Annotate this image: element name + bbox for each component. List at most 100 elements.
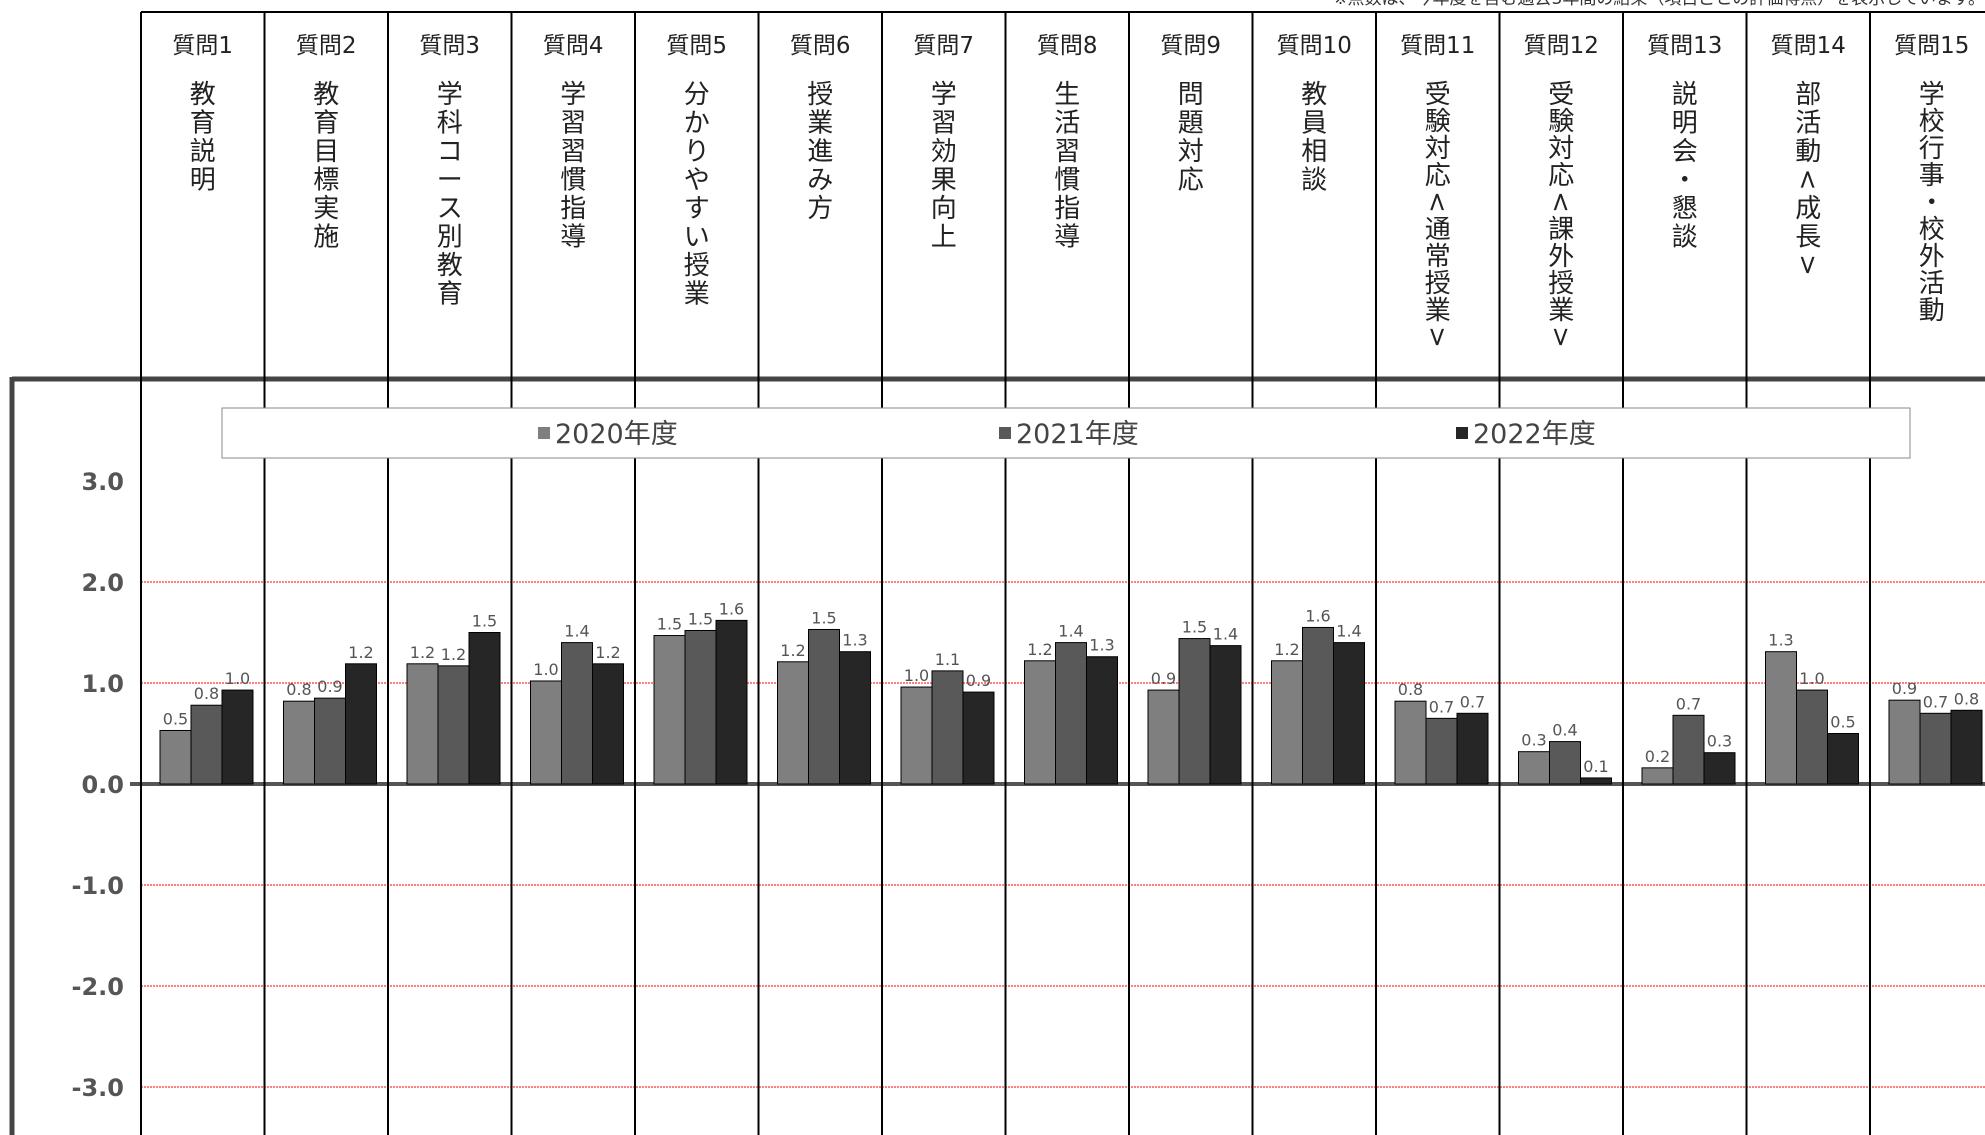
data-label: 1.2	[441, 645, 466, 664]
legend-swatch	[538, 427, 550, 439]
data-label: 0.7	[1923, 692, 1948, 711]
svg-text:学: 学	[1919, 80, 1945, 110]
svg-text:応: 応	[1425, 161, 1451, 191]
bar	[561, 642, 593, 785]
y-tick-label: 1.0	[81, 670, 124, 698]
bar	[1672, 714, 1705, 785]
data-label: 1.4	[1213, 625, 1238, 644]
svg-text:習: 習	[560, 137, 586, 167]
svg-text:学: 学	[560, 80, 586, 110]
svg-text:長: 長	[1795, 223, 1821, 253]
svg-text:生: 生	[1054, 80, 1080, 110]
bar	[715, 619, 748, 785]
svg-text:常: 常	[1425, 242, 1451, 272]
data-label: 0.2	[1645, 747, 1670, 766]
bar	[406, 663, 439, 785]
bar	[1209, 645, 1242, 785]
svg-text:校: 校	[1919, 107, 1945, 137]
svg-text:外: 外	[1548, 242, 1574, 272]
bar	[1425, 717, 1458, 785]
svg-text:説: 説	[190, 137, 216, 167]
svg-text:活: 活	[1795, 109, 1821, 139]
data-label: 1.0	[225, 669, 250, 688]
bar	[1518, 751, 1550, 785]
svg-text:応: 応	[1548, 161, 1574, 191]
data-label: 1.5	[1182, 618, 1207, 637]
svg-text:育: 育	[313, 109, 339, 139]
svg-text:果: 果	[931, 166, 957, 196]
legend-box	[221, 407, 1911, 459]
svg-text:対: 対	[1178, 137, 1204, 167]
svg-text:明: 明	[190, 166, 216, 196]
data-label: 1.5	[472, 612, 497, 631]
bar	[1703, 752, 1736, 785]
bar	[1888, 699, 1921, 785]
svg-text:標: 標	[313, 166, 339, 196]
data-label: 0.5	[1830, 713, 1855, 732]
svg-text:活: 活	[1919, 269, 1945, 299]
bar	[962, 691, 995, 785]
data-label: 0.9	[966, 671, 991, 690]
svg-text:会: 会	[1672, 137, 1698, 167]
svg-text:効: 効	[931, 137, 957, 167]
bar	[1641, 767, 1674, 785]
svg-text:授: 授	[1548, 269, 1574, 299]
svg-text:・: ・	[1919, 188, 1945, 218]
svg-text:員: 員	[1301, 109, 1327, 139]
data-label: 1.1	[935, 650, 960, 669]
svg-text:動: 動	[1795, 137, 1821, 167]
data-label: 1.4	[1336, 622, 1361, 641]
svg-text:・: ・	[1672, 166, 1698, 196]
svg-text:ス: ス	[437, 194, 463, 224]
svg-text:育: 育	[437, 280, 463, 310]
bar	[1827, 733, 1859, 785]
svg-text:施: 施	[313, 223, 339, 253]
data-label: 0.5	[163, 709, 188, 728]
bar	[1271, 660, 1303, 785]
question-number: 質問2	[296, 33, 357, 59]
svg-text:進: 進	[807, 137, 833, 167]
question-label: 説明会・懇談	[1672, 80, 1698, 253]
bar	[1147, 689, 1180, 785]
svg-text:校: 校	[1919, 215, 1945, 245]
svg-text:習: 習	[1054, 137, 1080, 167]
y-tick-label: 3.0	[81, 468, 124, 496]
svg-text:学: 学	[437, 80, 463, 110]
question-number: 質問15	[1894, 33, 1969, 59]
svg-text:<: <	[1545, 191, 1575, 213]
y-tick-label: -3.0	[72, 1074, 124, 1102]
data-label: 1.2	[348, 643, 373, 662]
question-number: 質問11	[1400, 33, 1475, 59]
data-label: 1.3	[1768, 631, 1793, 650]
svg-text:懇: 懇	[1672, 194, 1698, 224]
question-number: 質問4	[543, 33, 604, 59]
svg-text:説: 説	[1672, 80, 1698, 110]
data-label: 0.7	[1429, 697, 1454, 716]
bar	[900, 686, 933, 785]
bar	[1919, 712, 1952, 785]
svg-text:授: 授	[684, 251, 710, 281]
bar	[1580, 777, 1612, 785]
bar	[1950, 709, 1983, 785]
legend-label: 2022年度	[1473, 419, 1596, 450]
svg-text:育: 育	[190, 109, 216, 139]
question-number: 質問13	[1647, 33, 1722, 59]
data-label: 0.3	[1707, 732, 1732, 751]
bar	[1302, 626, 1334, 785]
svg-text:成: 成	[1795, 194, 1821, 224]
bar	[1086, 656, 1118, 785]
bar	[283, 700, 315, 785]
data-label: 0.8	[194, 684, 219, 703]
svg-text:慣: 慣	[1054, 166, 1080, 196]
data-label: 1.0	[904, 666, 929, 685]
svg-text:談: 談	[1301, 166, 1327, 196]
data-label: 0.9	[317, 677, 342, 696]
bar	[1394, 700, 1427, 785]
svg-text:授: 授	[1425, 269, 1451, 299]
